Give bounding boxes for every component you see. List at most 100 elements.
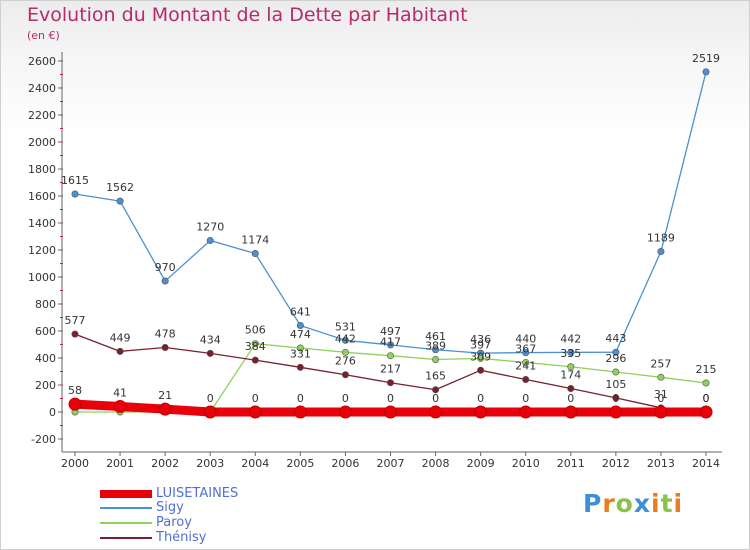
data-point <box>564 405 578 419</box>
data-point <box>161 277 169 285</box>
data-point <box>71 330 79 338</box>
data-label: 41 <box>113 386 127 399</box>
data-point <box>341 371 349 379</box>
data-label: 442 <box>560 332 581 345</box>
data-label: 2519 <box>692 52 720 65</box>
data-label: 389 <box>425 339 446 352</box>
data-point <box>386 341 394 349</box>
legend-label: Thénisy <box>156 530 207 545</box>
y-tick-label: 2200 <box>28 109 56 122</box>
legend-label: Paroy <box>156 515 192 530</box>
y-tick-label: 800 <box>35 298 56 311</box>
data-label: 331 <box>290 347 311 360</box>
data-label: 21 <box>158 389 172 402</box>
x-tick-label: 2008 <box>422 457 450 470</box>
data-label: 0 <box>703 392 710 405</box>
data-point <box>386 379 394 387</box>
data-label: 105 <box>605 378 626 391</box>
data-point <box>296 363 304 371</box>
x-tick-label: 2002 <box>151 457 179 470</box>
data-label: 241 <box>515 359 536 372</box>
data-point <box>702 379 710 387</box>
x-tick-label: 2011 <box>557 457 585 470</box>
data-label: 0 <box>252 392 259 405</box>
data-label: 309 <box>470 350 491 363</box>
x-tick-label: 2007 <box>377 457 405 470</box>
data-point <box>251 250 259 258</box>
data-label: 384 <box>245 340 266 353</box>
legend-label: Sigy <box>156 500 184 515</box>
data-label: 434 <box>200 333 221 346</box>
data-label: 58 <box>68 384 82 397</box>
legend-swatch <box>100 537 152 539</box>
y-tick-label: 1400 <box>28 217 56 230</box>
data-point <box>71 190 79 198</box>
data-point <box>657 247 665 255</box>
legend-swatch <box>100 507 152 509</box>
y-tick-label: 1000 <box>28 271 56 284</box>
data-point <box>384 405 397 419</box>
data-point <box>522 349 530 357</box>
data-point <box>251 356 259 364</box>
data-point <box>519 405 533 419</box>
data-label: 506 <box>245 324 266 337</box>
y-tick-label: 1600 <box>28 190 56 203</box>
y-tick-label: 600 <box>35 325 56 338</box>
data-label: 478 <box>155 327 176 340</box>
data-label: 1270 <box>196 221 224 234</box>
data-point <box>657 373 665 381</box>
data-label: 215 <box>696 363 717 376</box>
y-tick-label: -200 <box>31 433 56 446</box>
data-label: 440 <box>515 333 536 346</box>
data-point <box>386 352 394 360</box>
data-label: 397 <box>470 338 491 351</box>
logo-letter: i <box>651 489 661 518</box>
logo-letter: o <box>615 489 634 518</box>
data-label: 436 <box>470 333 491 346</box>
data-point <box>522 358 530 366</box>
x-tick-label: 2009 <box>467 457 495 470</box>
data-point <box>296 321 304 329</box>
logo-letter: i <box>673 489 684 518</box>
data-point <box>116 197 124 205</box>
data-label: 641 <box>290 305 311 318</box>
data-point <box>432 346 440 354</box>
data-label: 0 <box>657 392 664 405</box>
x-tick-label: 2003 <box>196 457 224 470</box>
data-point <box>612 394 620 402</box>
data-point <box>293 405 307 419</box>
data-point <box>296 344 304 352</box>
x-tick-label: 2012 <box>602 457 630 470</box>
x-tick-label: 2004 <box>241 457 269 470</box>
x-tick-label: 2005 <box>286 457 314 470</box>
y-tick-label: 2000 <box>28 136 56 149</box>
data-point <box>702 68 710 76</box>
data-point <box>158 402 172 416</box>
data-label: 217 <box>380 363 401 376</box>
y-tick-label: 200 <box>35 379 56 392</box>
data-label: 257 <box>650 357 671 370</box>
proxiti-logo: Proxiti <box>583 489 683 518</box>
data-label: 296 <box>605 352 626 365</box>
data-label: 174 <box>560 369 581 382</box>
data-point <box>567 348 575 356</box>
data-point <box>477 354 485 362</box>
chart-title: Evolution du Montant de la Dette par Hab… <box>27 4 468 26</box>
legend-swatch <box>100 490 152 498</box>
logo-letter: x <box>633 489 651 518</box>
x-tick-label: 2010 <box>512 457 540 470</box>
data-label: 443 <box>605 332 626 345</box>
data-point <box>654 405 668 419</box>
chart-subtitle: (en €) <box>27 29 60 42</box>
x-tick-label: 2000 <box>61 457 89 470</box>
data-label: 577 <box>65 314 86 327</box>
data-label: 1615 <box>61 174 89 187</box>
data-label: 0 <box>522 392 529 405</box>
data-label: 0 <box>477 392 484 405</box>
data-label: 442 <box>335 332 356 345</box>
data-label: 449 <box>110 331 131 344</box>
data-label: 276 <box>335 355 356 368</box>
data-point <box>113 399 127 413</box>
